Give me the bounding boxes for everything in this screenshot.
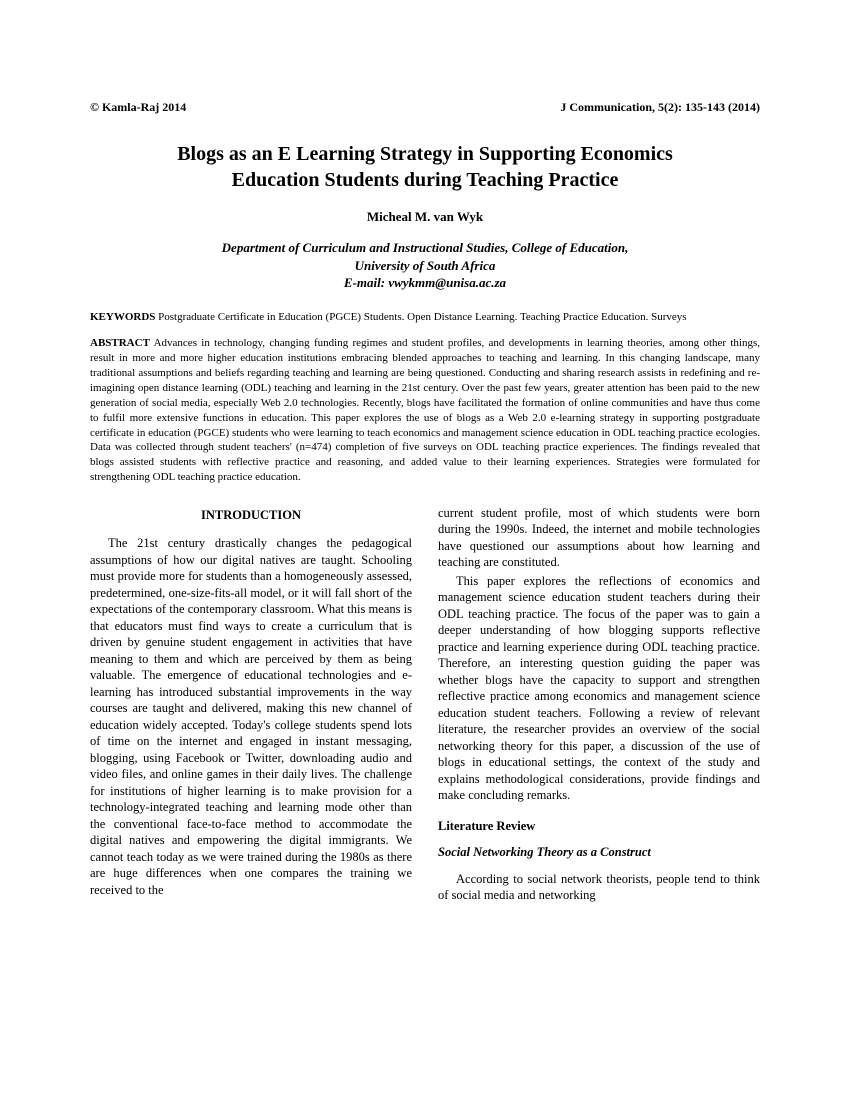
- abstract-block: ABSTRACT Advances in technology, changin…: [90, 336, 760, 484]
- intro-continuation: current student profile, most of which s…: [438, 505, 760, 571]
- body-columns: INTRODUCTION The 21st century drasticall…: [90, 505, 760, 906]
- author-name: Micheal M. van Wyk: [90, 209, 760, 225]
- introduction-heading: INTRODUCTION: [90, 507, 412, 524]
- left-column: INTRODUCTION The 21st century drasticall…: [90, 505, 412, 906]
- keywords-text: Postgraduate Certificate in Education (P…: [155, 311, 686, 323]
- introduction-paragraph: The 21st century drastically changes the…: [90, 535, 412, 898]
- abstract-text: Advances in technology, changing funding…: [90, 337, 760, 483]
- copyright-text: © Kamla-Raj 2014: [90, 100, 186, 115]
- running-header: © Kamla-Raj 2014 J Communication, 5(2): …: [90, 100, 760, 115]
- keywords-label: KEYWORDS: [90, 311, 155, 323]
- journal-citation: J Communication, 5(2): 135-143 (2014): [560, 100, 760, 115]
- social-theory-paragraph: According to social network theorists, p…: [438, 871, 760, 904]
- keywords-block: KEYWORDS Postgraduate Certificate in Edu…: [90, 310, 760, 325]
- abstract-label: ABSTRACT: [90, 337, 150, 349]
- social-networking-theory-heading: Social Networking Theory as a Construct: [438, 844, 760, 861]
- paper-page: © Kamla-Raj 2014 J Communication, 5(2): …: [0, 0, 850, 1100]
- literature-review-heading: Literature Review: [438, 818, 760, 835]
- paper-title: Blogs as an E Learning Strategy in Suppo…: [100, 141, 750, 193]
- right-column: current student profile, most of which s…: [438, 505, 760, 906]
- author-affiliation: Department of Curriculum and Instruction…: [90, 239, 760, 292]
- paper-overview-paragraph: This paper explores the reflections of e…: [438, 573, 760, 804]
